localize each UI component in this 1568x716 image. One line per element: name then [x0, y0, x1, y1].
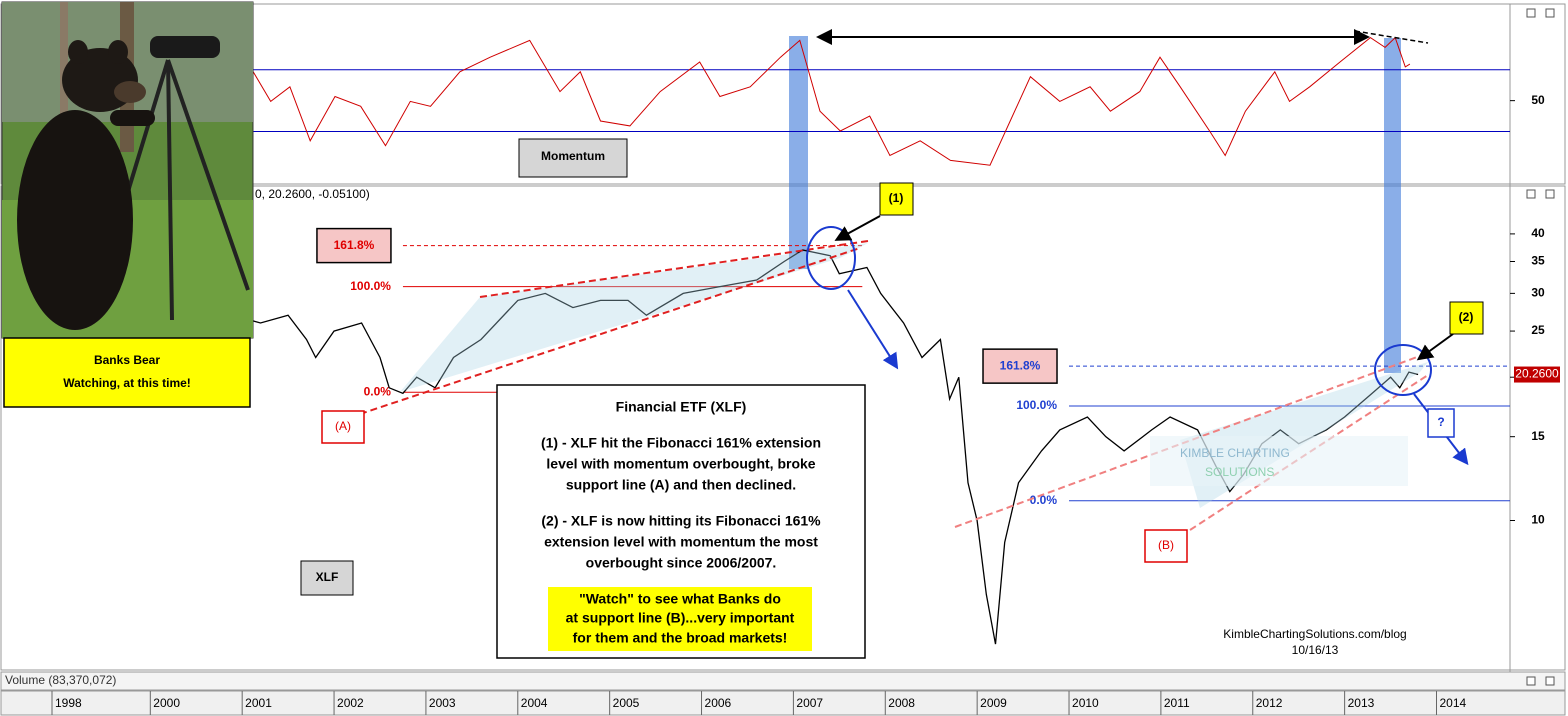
y-tick-label: 50 — [1531, 93, 1545, 107]
x-tick-label: 2003 — [429, 696, 456, 710]
support-line-b — [954, 352, 1429, 528]
price-panel — [0, 185, 1566, 671]
box-text: at support line (B)...very important — [566, 610, 795, 626]
highlight-column — [789, 36, 808, 269]
box-text: "Watch" to see what Banks do — [579, 591, 781, 607]
x-tick-label: 2004 — [521, 696, 548, 710]
x-tick-label: 1998 — [55, 696, 82, 710]
date: 10/16/13 — [1292, 643, 1339, 657]
marker-label: (2) — [1459, 310, 1474, 324]
x-tick-label: 2008 — [888, 696, 915, 710]
x-tick-label: 2001 — [245, 696, 272, 710]
volume-strip — [0, 671, 1566, 691]
arrow — [847, 289, 899, 370]
photo — [1, 1, 254, 339]
title-box — [518, 138, 628, 178]
caption: Banks Bear — [94, 353, 160, 367]
button[interactable] — [1526, 676, 1536, 686]
line-label: (B) — [1158, 538, 1174, 552]
y-tick-label: 25 — [1531, 323, 1545, 337]
title-box — [300, 560, 354, 596]
box-text: (2) - XLF is now hitting its Fibonacci 1… — [541, 513, 821, 529]
momentum-panel — [0, 3, 1566, 185]
fib-label: 100.0% — [1016, 398, 1057, 412]
support-line-b2 — [1189, 374, 1429, 531]
window-buttons — [1526, 8, 1555, 686]
question-box — [1427, 408, 1455, 438]
series-line — [252, 36, 1411, 166]
caption-box — [3, 337, 251, 408]
panel-title: XLF — [316, 570, 339, 584]
circle-1 — [806, 226, 856, 290]
highlight-column — [1384, 38, 1401, 373]
button[interactable] — [1526, 8, 1536, 18]
button[interactable] — [1545, 189, 1555, 199]
fib-label: 0.0% — [1030, 493, 1058, 507]
fib-label: 100.0% — [350, 279, 391, 293]
watermark: KIMBLE CHARTING — [1180, 446, 1290, 460]
box-text: (1) - XLF hit the Fibonacci 161% extensi… — [541, 435, 821, 451]
x-axis-strip — [0, 690, 1566, 716]
x-tick-label: 2007 — [796, 696, 823, 710]
x-tick-label: 2010 — [1072, 696, 1099, 710]
y-tick-label: 35 — [1531, 254, 1545, 268]
x-tick-label: 2014 — [1440, 696, 1467, 710]
panel-title: Momentum — [541, 149, 605, 163]
circle-2 — [1374, 344, 1432, 396]
x-tick-label: 2005 — [613, 696, 640, 710]
box-text: extension level with momentum the most — [544, 534, 818, 550]
x-tick-label: 2012 — [1256, 696, 1283, 710]
button[interactable] — [1526, 189, 1536, 199]
marker-label: (1) — [889, 191, 904, 205]
highlight — [548, 587, 812, 651]
question-label: ? — [1437, 415, 1444, 429]
box-title: Financial ETF (XLF) — [616, 399, 747, 415]
box-text: level with momentum overbought, broke — [546, 456, 815, 472]
divergence-line — [1354, 30, 1429, 44]
arrow — [1416, 333, 1454, 361]
x-tick-label: 2002 — [337, 696, 364, 710]
fib-label: 161.8% — [334, 238, 375, 252]
watermark: SOLUTIONS — [1205, 465, 1274, 479]
box-text: for them and the broad markets! — [573, 630, 788, 646]
volume-label: Volume (83,370,072) — [5, 673, 116, 687]
caption: Watching, at this time! — [63, 376, 191, 390]
x-tick-label: 2009 — [980, 696, 1007, 710]
watermark-bg — [1150, 436, 1408, 486]
y-tick-label: 30 — [1531, 286, 1545, 300]
wedge-fill — [400, 243, 868, 392]
y-tick-label: 10 — [1531, 513, 1545, 527]
fib-label: 0.0% — [364, 384, 392, 398]
x-tick-label: 2000 — [153, 696, 180, 710]
x-tick-label: 2011 — [1164, 696, 1190, 710]
line-label-box — [1144, 529, 1188, 563]
last-value-label: 20.2600 — [1515, 367, 1559, 381]
x-tick-label: 2013 — [1348, 696, 1375, 710]
data-layer: 5010152025303540161.8%100.0%0.0%161.8%10… — [51, 36, 1560, 715]
marker-box — [1449, 301, 1484, 335]
button[interactable] — [1545, 8, 1555, 18]
line-label-box — [321, 410, 365, 444]
fib-label-box — [982, 348, 1058, 384]
x-tick-label: 2006 — [705, 696, 732, 710]
fib-label-box — [316, 227, 392, 264]
price-header: 0, 20.2600, -0.05100) — [255, 187, 370, 201]
fib-label: 161.8% — [1000, 358, 1041, 372]
marker-box — [879, 182, 914, 216]
y-tick-label: 40 — [1531, 226, 1545, 240]
box-text: overbought since 2006/2007. — [586, 555, 777, 571]
last-value-flag — [1514, 366, 1560, 383]
signature: KimbleChartingSolutions.com/blog — [1223, 627, 1406, 641]
button[interactable] — [1545, 676, 1555, 686]
arrow — [834, 215, 881, 241]
y-tick-label: 15 — [1531, 429, 1545, 443]
line-label: (A) — [335, 419, 351, 433]
box-text: support line (A) and then declined. — [566, 477, 796, 493]
